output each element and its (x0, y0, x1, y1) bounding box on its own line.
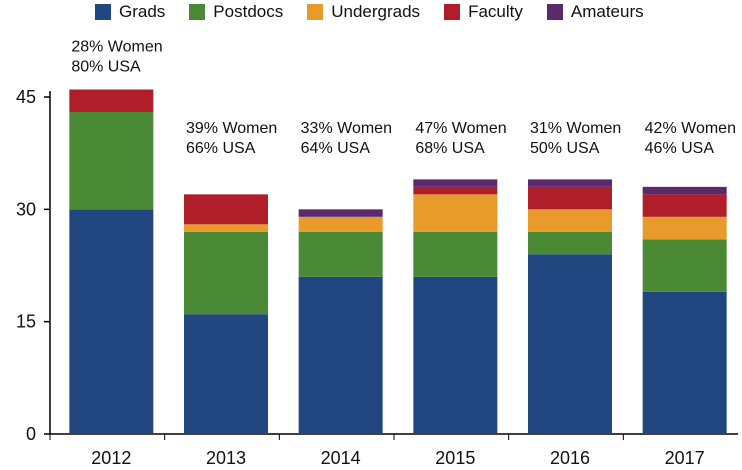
bar-faculty-2017 (642, 194, 727, 217)
y-tick-label: 30 (16, 199, 36, 219)
bar-postdocs-2017 (642, 239, 727, 292)
y-tick-label: 45 (16, 87, 36, 107)
bar-postdocs-2014 (298, 231, 383, 277)
legend-item-postdocs: Postdocs (189, 2, 283, 22)
x-tick-label: 2017 (665, 448, 705, 468)
x-tick-label: 2012 (91, 448, 131, 468)
legend-label-grads: Grads (119, 2, 166, 21)
bar-amateurs-2014 (298, 209, 383, 217)
annotation-2017-line-1: 42% Women (645, 120, 736, 137)
annotation-2015-line-1: 47% Women (415, 120, 506, 137)
bar-faculty-2016 (528, 186, 612, 210)
x-tick-label: 2016 (550, 448, 590, 468)
annotation-2012-line-2: 80% USA (71, 59, 141, 76)
legend-item-undergrads: Undergrads (307, 2, 420, 22)
annotation-2017-line-2: 46% USA (645, 140, 715, 157)
bar-amateurs-2015 (413, 179, 498, 187)
bar-grads-2013 (184, 314, 268, 434)
bar-undergrads-2017 (642, 216, 727, 240)
legend-item-faculty: Faculty (444, 2, 523, 22)
annotation-2016-line-2: 50% USA (530, 140, 600, 157)
bar-postdocs-2015 (413, 231, 498, 277)
bar-postdocs-2016 (528, 231, 612, 255)
y-tick-label: 0 (26, 424, 36, 444)
x-tick-label: 2014 (321, 448, 361, 468)
annotation-2016-line-1: 31% Women (530, 120, 621, 137)
bar-grads-2014 (298, 276, 383, 434)
bar-undergrads-2016 (528, 209, 612, 232)
bar-undergrads-2013 (184, 224, 268, 232)
bar-postdocs-2012 (69, 111, 154, 210)
legend-label-faculty: Faculty (468, 2, 523, 21)
bar-faculty-2012 (69, 89, 154, 112)
bar-faculty-2013 (184, 194, 268, 225)
annotation-2013-line-2: 66% USA (186, 140, 256, 157)
x-tick-label: 2013 (206, 448, 246, 468)
legend-swatch-postdocs (189, 4, 206, 20)
legend-label-postdocs: Postdocs (213, 2, 284, 21)
y-tick-label: 15 (16, 312, 36, 332)
bar-grads-2017 (642, 291, 727, 434)
legend: Grads Postdocs Undergrads Faculty Amateu… (95, 2, 644, 22)
annotation-2014-line-2: 64% USA (301, 140, 371, 157)
legend-item-grads: Grads (95, 2, 165, 22)
bar-faculty-2015 (413, 186, 498, 195)
bar-grads-2012 (69, 209, 154, 434)
legend-label-undergrads: Undergrads (331, 2, 421, 21)
x-tick-label: 2015 (435, 448, 475, 468)
bar-postdocs-2013 (184, 231, 268, 315)
legend-label-amateurs: Amateurs (570, 2, 644, 21)
bar-undergrads-2014 (298, 216, 383, 232)
bar-undergrads-2015 (413, 194, 498, 232)
annotation-2012-line-1: 28% Women (71, 39, 162, 56)
bar-grads-2016 (528, 254, 612, 434)
legend-swatch-grads (95, 4, 111, 20)
legend-swatch-faculty (444, 4, 461, 20)
legend-item-amateurs: Amateurs (546, 2, 644, 22)
annotation-2015-line-2: 68% USA (415, 140, 485, 157)
bar-amateurs-2017 (642, 186, 727, 195)
legend-swatch-amateurs (546, 4, 563, 20)
bar-amateurs-2016 (528, 179, 612, 187)
bar-grads-2015 (413, 276, 498, 434)
annotation-2014-line-1: 33% Women (301, 120, 392, 137)
annotation-2013-line-1: 39% Women (186, 120, 277, 137)
legend-swatch-undergrads (307, 4, 324, 20)
